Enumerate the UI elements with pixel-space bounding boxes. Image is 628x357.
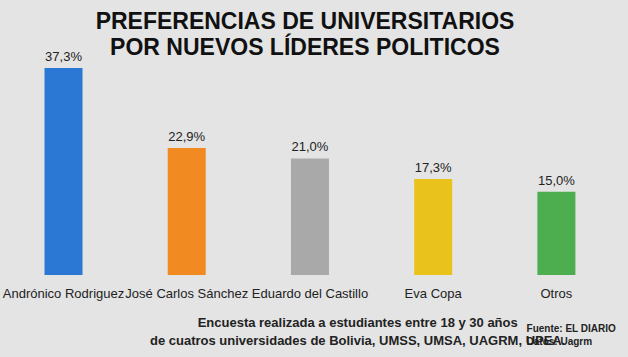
svg-text:22,9%: 22,9%: [168, 129, 205, 144]
svg-text:POR NUEVOS LÍDERES POLITICOS: POR NUEVOS LÍDERES POLITICOS: [110, 33, 500, 60]
svg-text:de cuatros universidades de Bo: de cuatros universidades de Bolivia, UMS…: [150, 333, 565, 348]
svg-text:PREFERENCIAS DE UNIVERSITARIOS: PREFERENCIAS DE UNIVERSITARIOS: [96, 8, 515, 34]
svg-text:Eduardo del Castillo: Eduardo del Castillo: [252, 286, 368, 301]
svg-text:Encuesta realizada a estudiant: Encuesta realizada a estudiantes entre 1…: [198, 315, 518, 330]
svg-text:37,3%: 37,3%: [45, 49, 82, 64]
svg-text:Eva Copa: Eva Copa: [405, 286, 463, 301]
svg-text:José Carlos Sánchez: José Carlos Sánchez: [125, 286, 248, 301]
svg-text:15,0%: 15,0%: [538, 173, 575, 188]
svg-text:Otros: Otros: [540, 286, 572, 301]
svg-text:17,3%: 17,3%: [415, 160, 452, 175]
svg-text:Andrónico Rodriguez: Andrónico Rodriguez: [3, 286, 124, 301]
svg-text:Datos: Uagrm: Datos: Uagrm: [527, 336, 593, 347]
svg-text:21,0%: 21,0%: [292, 139, 329, 154]
svg-text:Fuente: EL DIARIO: Fuente: EL DIARIO: [527, 323, 616, 334]
